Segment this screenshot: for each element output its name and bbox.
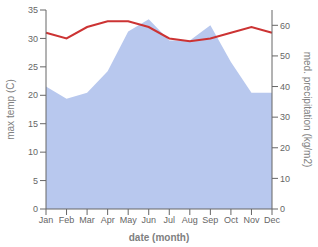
svg-text:Oct: Oct	[224, 215, 239, 225]
svg-text:20: 20	[28, 90, 38, 100]
svg-text:May: May	[120, 215, 138, 225]
svg-text:40: 40	[280, 82, 290, 92]
svg-text:30: 30	[280, 112, 290, 122]
svg-text:Sep: Sep	[202, 215, 218, 225]
svg-text:date (month): date (month)	[129, 232, 190, 243]
svg-text:10: 10	[280, 174, 290, 184]
svg-text:5: 5	[33, 176, 38, 186]
svg-text:25: 25	[28, 62, 38, 72]
svg-text:Jan: Jan	[39, 215, 54, 225]
svg-text:Apr: Apr	[101, 215, 115, 225]
svg-text:Nov: Nov	[243, 215, 260, 225]
svg-text:35: 35	[28, 5, 38, 15]
svg-text:20: 20	[280, 143, 290, 153]
svg-text:50: 50	[280, 51, 290, 61]
svg-text:med. precipitation (kg/m2): med. precipitation (kg/m2)	[302, 52, 310, 168]
svg-text:60: 60	[280, 21, 290, 31]
svg-text:0: 0	[33, 204, 38, 214]
svg-text:15: 15	[28, 119, 38, 129]
svg-text:Jul: Jul	[164, 215, 176, 225]
svg-text:Dec: Dec	[264, 215, 281, 225]
svg-text:30: 30	[28, 34, 38, 44]
svg-text:10: 10	[28, 147, 38, 157]
svg-text:Jun: Jun	[141, 215, 156, 225]
svg-text:max temp (C): max temp (C)	[8, 79, 16, 140]
svg-text:Aug: Aug	[182, 215, 198, 225]
svg-text:0: 0	[280, 204, 285, 214]
svg-text:Mar: Mar	[79, 215, 95, 225]
svg-text:Feb: Feb	[59, 215, 75, 225]
